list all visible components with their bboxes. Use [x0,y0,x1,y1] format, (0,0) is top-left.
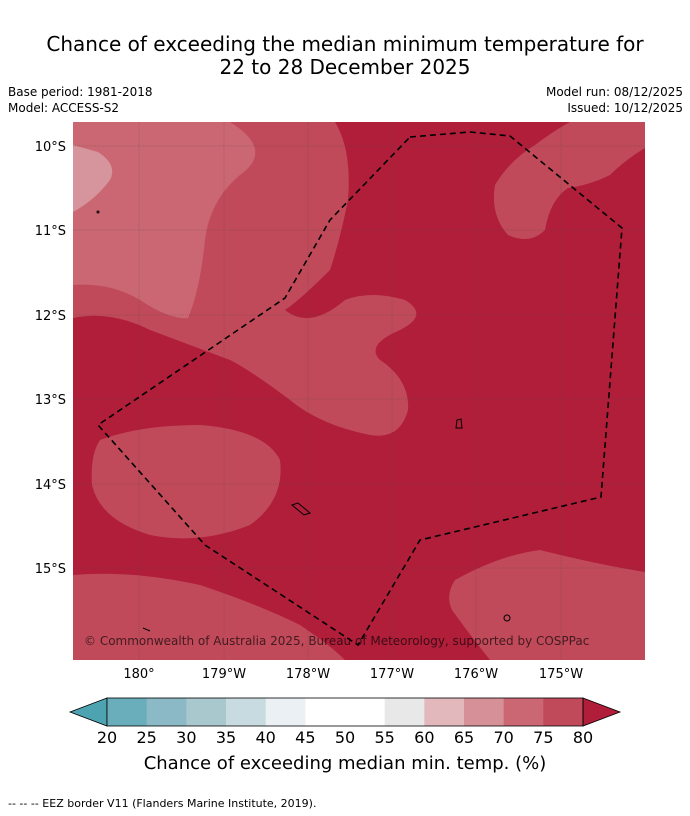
probability-field [73,122,645,660]
lat-label: 10°S [35,140,66,155]
islet-northwest [96,210,100,214]
base-period: Base period: 1981-2018 [8,85,153,99]
colorbar-low-extend [68,697,108,727]
lon-label: 175°W [539,667,583,682]
eez-border [96,131,623,647]
colorbar-tick-label: 45 [295,728,316,747]
region-75-northeast [493,122,645,239]
colorbar-cell [503,698,544,726]
island-southeast [503,614,511,622]
lat-label: 11°S [35,224,66,239]
region-75-west-blob [91,425,281,539]
colorbar-tick-label: 50 [334,728,356,747]
island-wallis [455,418,463,429]
colorbar-tick-label: 25 [136,728,157,747]
colorbar-tick-label: 40 [255,728,276,747]
colorbar-cell [186,698,227,726]
colorbar-frame [106,697,584,727]
colorbar-tick-label: 35 [215,728,237,747]
islands [96,210,511,632]
island-southwest [142,627,151,632]
colorbar-tick-label: 55 [374,728,395,747]
region-65-northwest [73,145,113,212]
map-title-line2: 22 to 28 December 2025 [219,55,471,79]
colorbar-cell [345,698,386,726]
colorbar-cell [107,698,148,726]
lat-label: 14°S [35,478,66,493]
copyright-notice: © Commonwealth of Australia 2025, Bureau… [84,634,589,648]
colorbar-cell [265,698,306,726]
map-title-line1: Chance of exceeding the median minimum t… [46,32,644,56]
colorbar [68,697,622,727]
colorbar-tick-label: 70 [493,728,514,747]
lon-label: 176°W [454,667,498,682]
colorbar-tick-label: 65 [453,728,475,747]
colorbar-cell [384,698,425,726]
region-70-northwest [73,122,256,319]
issued-date: Issued: 10/12/2025 [567,101,683,115]
eez-footnote: -- -- -- EEZ border V11 (Flanders Marine… [8,797,317,810]
lon-label: 179°W [202,667,246,682]
model-name: Model: ACCESS-S2 [8,101,120,115]
colorbar-title: Chance of exceeding median min. temp. (%… [143,753,547,774]
lon-label: 178°W [286,667,330,682]
colorbar-high-extend [582,697,622,727]
longitude-labels: 180° 179°W 178°W 177°W 176°W 175°W [123,667,583,682]
lon-label: 177°W [370,667,414,682]
latitude-labels: 10°S 11°S 12°S 13°S 14°S 15°S [35,140,66,577]
colorbar-cell [146,698,187,726]
colorbar-tick-label: 60 [414,728,435,747]
colorbar-cell [424,698,465,726]
lon-label: 180° [123,667,154,682]
colorbar-tick-label: 80 [572,728,594,747]
region-75-southeast [449,550,645,660]
colorbar-tick-label: 30 [176,728,197,747]
colorbar-tick-label: 20 [96,728,118,747]
colorbar-tick-label: 75 [533,728,554,747]
lat-label: 12°S [35,309,66,324]
colorbar-cell [543,698,584,726]
colorbar-cell [305,698,346,726]
island-futuna [290,502,312,516]
region-75-southwest [73,573,345,660]
colorbar-cell [464,698,505,726]
model-run: Model run: 08/12/2025 [545,85,683,99]
lat-label: 15°S [35,562,66,577]
colorbar-cell [226,698,267,726]
graticule [73,122,645,660]
colorbar-cells [107,698,584,726]
lat-label: 13°S [35,393,66,408]
